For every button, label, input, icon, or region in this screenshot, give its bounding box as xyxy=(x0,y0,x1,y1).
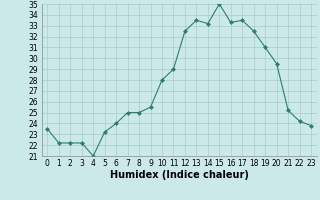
X-axis label: Humidex (Indice chaleur): Humidex (Indice chaleur) xyxy=(110,170,249,180)
